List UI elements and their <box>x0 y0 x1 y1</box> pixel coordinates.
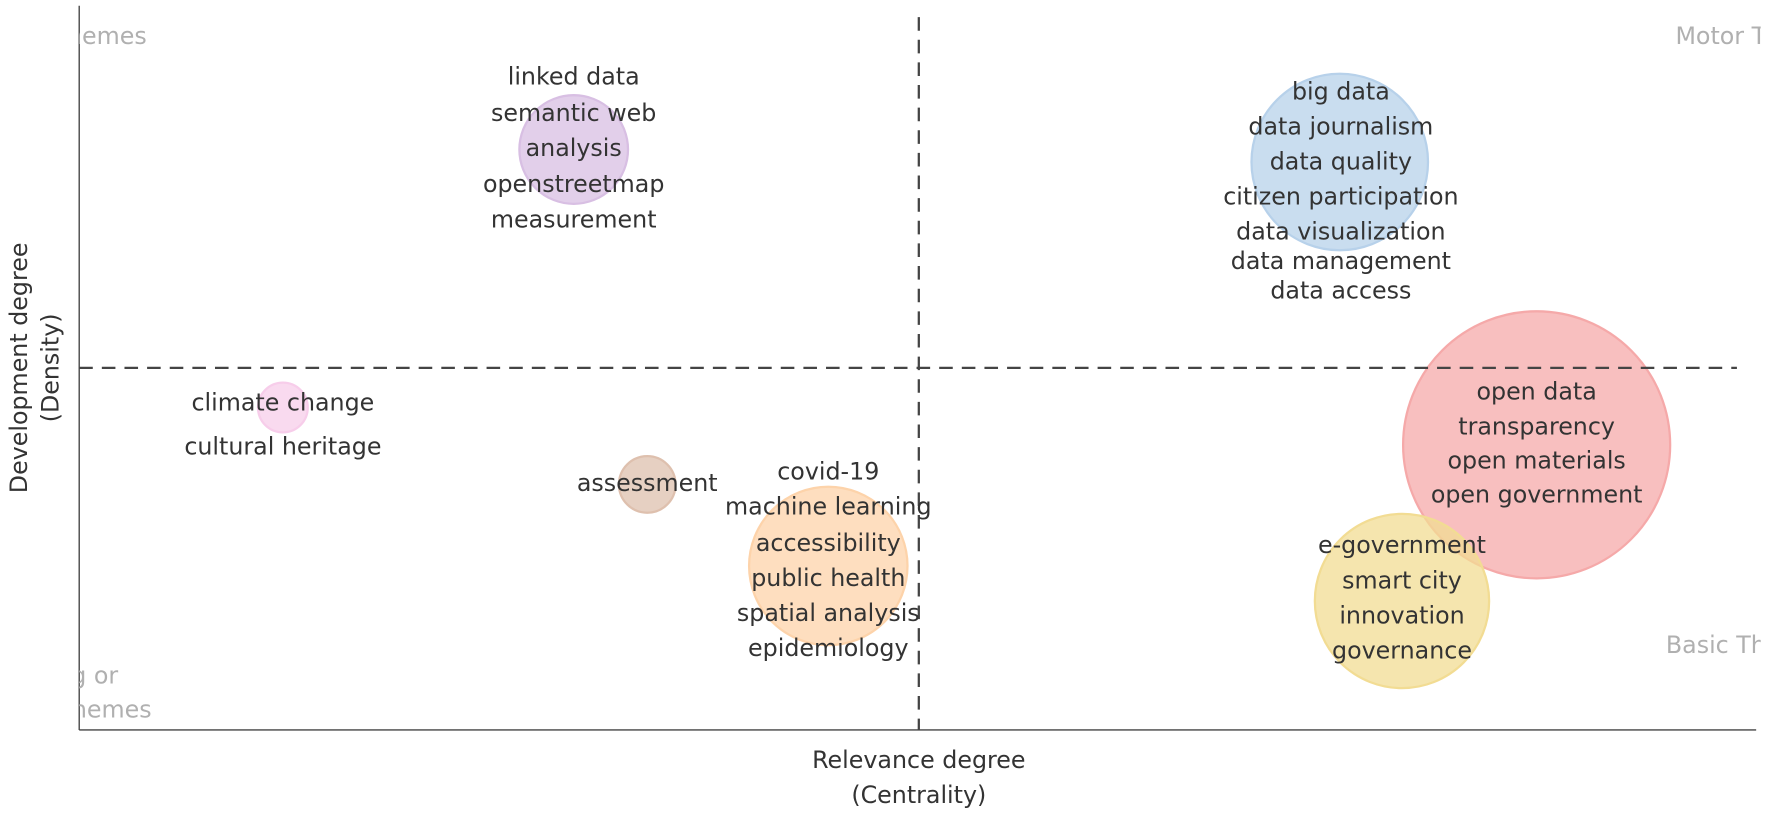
cluster-term: semantic web <box>491 99 656 127</box>
cluster-term: linked data <box>508 63 640 91</box>
cluster-bubble <box>1313 512 1491 690</box>
cluster-term: innovation <box>1339 601 1464 629</box>
cluster-term: citizen participation <box>1223 183 1458 211</box>
cluster-term: e-government <box>1318 531 1486 559</box>
cluster-term: climate change <box>191 389 374 417</box>
cluster-term: smart city <box>1342 566 1462 594</box>
cluster-term: data visualization <box>1236 218 1445 246</box>
cluster-term: public health <box>751 564 905 592</box>
cluster-term: open data <box>1476 377 1596 405</box>
cluster-term: big data <box>1292 77 1390 105</box>
y-axis-title: Development degree <box>5 243 33 494</box>
cluster-bubble <box>1250 72 1430 252</box>
cluster-term: open government <box>1431 480 1643 508</box>
cluster-term: openstreetmap <box>483 170 664 198</box>
cluster-bubble <box>747 485 909 647</box>
cluster-term: analysis <box>526 134 622 162</box>
cluster-bubble <box>256 381 309 434</box>
cluster-term: assessment <box>577 469 718 497</box>
quadrant-label: Niche Themes <box>0 22 147 50</box>
bubbles <box>256 72 1672 690</box>
cluster-term: data management <box>1231 247 1451 275</box>
cluster-term: cultural heritage <box>184 433 381 461</box>
cluster-term: data journalism <box>1248 113 1433 141</box>
quadrant-label: Emerging or <box>0 661 118 689</box>
quadrant-label: Declining Themes <box>0 695 152 723</box>
quadrant-label: Basic Themes <box>1666 631 1772 659</box>
quadrant-label: Motor Themes <box>1675 22 1772 50</box>
cluster-bubble <box>1401 310 1672 580</box>
cluster-term: epidemiology <box>748 634 909 662</box>
cluster-term: data quality <box>1270 148 1412 176</box>
cluster-term: measurement <box>491 205 657 233</box>
cluster-term: open materials <box>1447 446 1625 474</box>
labels: linked data semantic web analysis openstree… <box>184 63 1642 665</box>
axis-titles: Relevance degree (Centrality) Development … <box>5 243 1026 810</box>
quadrant-labels: Niche Themes Motor Themes Emerging or Decli… <box>0 22 1772 723</box>
x-axis-title: Relevance degree <box>812 746 1025 774</box>
cluster-bubble <box>617 455 677 514</box>
x-axis-title: (Centrality) <box>851 781 986 809</box>
cluster-term: transparency <box>1458 412 1615 440</box>
cluster-term: covid-19 <box>777 458 879 486</box>
cluster-term: machine learning <box>725 493 932 521</box>
cluster-term: data access <box>1270 277 1411 305</box>
y-axis-title: (Density) <box>37 313 65 422</box>
cluster-term: governance <box>1332 636 1472 664</box>
cluster-term: accessibility <box>756 529 901 557</box>
cluster-bubble <box>518 94 630 205</box>
cluster-term: spatial analysis <box>737 599 920 627</box>
